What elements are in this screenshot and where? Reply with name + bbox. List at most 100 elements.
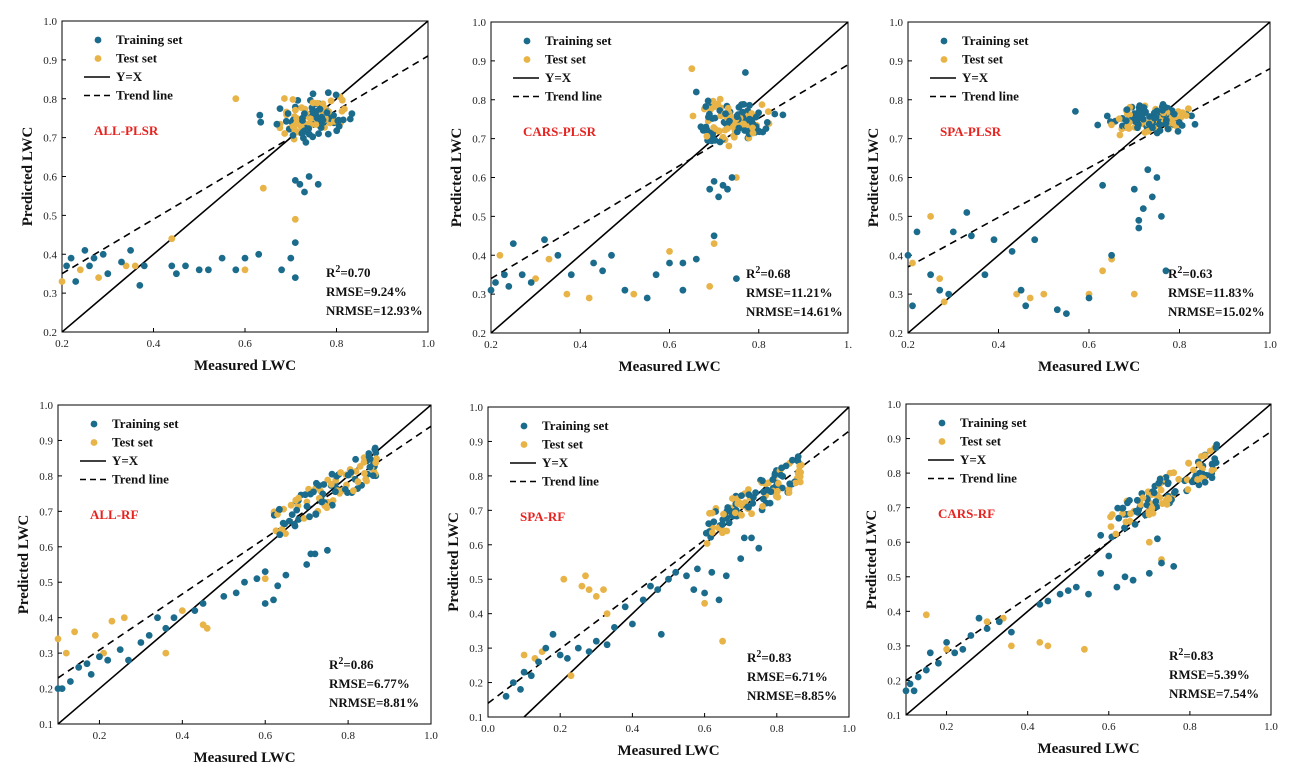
- y-tick-label: 0.2: [472, 328, 486, 340]
- training-point: [549, 630, 557, 638]
- test-point: [168, 235, 176, 243]
- training-point: [306, 513, 313, 521]
- data-points: [902, 441, 1221, 695]
- test-point: [758, 101, 766, 108]
- stats-block: R2=0.70 RMSE=9.24% NRMSE=12.93%: [326, 264, 423, 318]
- x-tick-label: 1.0: [1263, 339, 1277, 351]
- test-point: [1185, 460, 1193, 467]
- training-point: [1113, 583, 1121, 591]
- training-point: [603, 641, 611, 649]
- legend-training-marker: [90, 420, 98, 428]
- y-tick-label: 0.4: [889, 250, 903, 262]
- test-point: [708, 509, 716, 517]
- training-point: [313, 114, 321, 122]
- training-point: [301, 188, 308, 196]
- training-point: [168, 262, 176, 270]
- training-point: [1146, 113, 1153, 120]
- rmse-stat: RMSE=6.71%: [747, 669, 828, 684]
- training-point: [715, 193, 722, 201]
- training-point: [914, 673, 922, 681]
- test-point: [796, 462, 804, 470]
- test-point: [287, 501, 295, 509]
- training-point: [1085, 294, 1093, 302]
- x-axis-title: Measured LWC: [618, 359, 720, 375]
- training-point: [72, 278, 80, 285]
- test-point: [58, 278, 66, 285]
- test-point: [749, 124, 756, 132]
- training-point: [96, 653, 103, 661]
- training-point: [257, 118, 265, 126]
- training-point: [99, 250, 107, 258]
- training-point: [746, 101, 753, 109]
- training-point: [154, 614, 161, 622]
- x-tick-label: 0.6: [1102, 721, 1116, 733]
- test-point: [775, 480, 782, 487]
- training-point: [990, 236, 998, 244]
- y-tick-label: 0.6: [469, 540, 483, 552]
- test-point: [701, 599, 708, 607]
- training-point: [232, 589, 240, 597]
- test-point: [764, 108, 772, 115]
- stats-block: R2=0.83 RMSE=5.39% NRMSE=7.54%: [1169, 647, 1259, 701]
- training-point: [127, 247, 134, 254]
- test-point: [312, 121, 320, 128]
- test-point: [716, 95, 724, 103]
- plot-frame: [487, 406, 850, 718]
- training-point: [1135, 104, 1143, 111]
- training-point: [564, 655, 571, 662]
- training-point: [1131, 521, 1139, 528]
- training-point: [1144, 166, 1152, 174]
- training-point: [232, 266, 240, 274]
- training-point: [1195, 481, 1203, 489]
- y-tick-label: 0.2: [889, 328, 903, 340]
- training-point: [87, 671, 95, 678]
- training-point: [282, 117, 290, 125]
- training-point: [1132, 118, 1140, 126]
- training-point: [527, 672, 535, 680]
- test-point: [131, 262, 139, 270]
- x-tick-label: 0.8: [752, 339, 766, 351]
- y-tick-label: 0.7: [472, 134, 486, 146]
- training-point: [1008, 628, 1015, 636]
- y-tick-label: 0.8: [889, 95, 903, 107]
- test-point: [1141, 129, 1149, 136]
- legend-test-label: Test set: [960, 434, 1002, 449]
- training-point: [752, 113, 760, 121]
- training-point: [220, 593, 228, 600]
- training-point: [1164, 125, 1172, 133]
- test-point: [1099, 267, 1106, 275]
- legend: Training set Test set Y=X Trend line: [930, 33, 1029, 104]
- training-point: [318, 498, 326, 506]
- training-point: [535, 658, 542, 666]
- test-point: [361, 470, 368, 477]
- y-tick-label: 0.3: [39, 648, 53, 660]
- test-point: [309, 99, 317, 107]
- trend-line: [488, 430, 849, 704]
- training-point: [701, 589, 708, 597]
- y-tick-label: 0.5: [43, 210, 57, 222]
- training-point: [1114, 504, 1122, 512]
- training-point: [760, 495, 767, 503]
- x-tick-label: 0.8: [1173, 339, 1187, 351]
- training-point: [310, 488, 317, 496]
- y-tick-label: 0.4: [887, 606, 901, 618]
- test-point: [274, 511, 281, 518]
- training-point: [502, 692, 510, 700]
- training-point: [346, 115, 354, 123]
- x-tick-label: 1.: [844, 339, 853, 351]
- training-point: [1158, 213, 1165, 220]
- x-tick-label: 1.0: [421, 338, 435, 350]
- training-point: [705, 520, 713, 527]
- y-tick-label: 0.2: [43, 327, 57, 339]
- test-point: [241, 266, 249, 274]
- x-tick-label: 0.8: [770, 723, 784, 735]
- training-point: [145, 632, 153, 639]
- training-point: [737, 555, 745, 562]
- rmse-stat: RMSE=6.77%: [329, 676, 410, 691]
- model-label: CARS-PLSR: [523, 124, 597, 139]
- nrmse-stat: NRMSE=14.61%: [746, 304, 843, 319]
- test-point: [91, 632, 99, 639]
- legend-training-marker: [520, 422, 528, 430]
- stats-block: R2=0.68 RMSE=11.21% NRMSE=14.61%: [746, 265, 843, 319]
- training-point: [195, 266, 203, 274]
